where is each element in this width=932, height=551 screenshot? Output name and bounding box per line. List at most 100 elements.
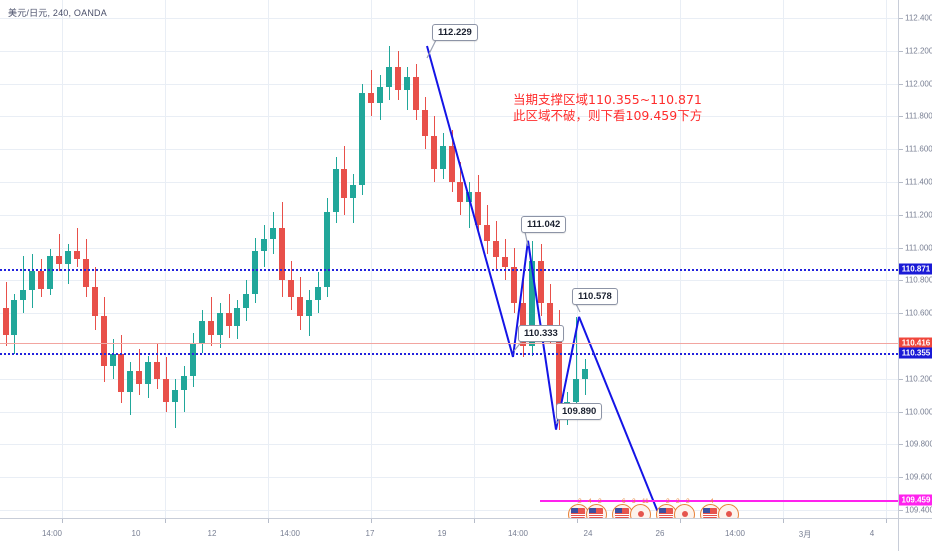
price-level-line[interactable]	[540, 500, 898, 502]
candle-body	[11, 300, 18, 335]
price-callout[interactable]: 109.890	[556, 403, 603, 420]
time-tick-label: 3月	[798, 530, 812, 539]
price-tick	[899, 444, 903, 445]
price-callout[interactable]: 110.578	[572, 288, 618, 305]
symbol-title: 美元/日元, 240, OANDA	[8, 8, 107, 18]
time-axis[interactable]: 14:00101214:00171914:00242614:003月414:00…	[0, 518, 898, 551]
time-tick-label: 26	[655, 529, 665, 538]
trendline-zigzag-up[interactable]	[512, 240, 529, 358]
candle-body	[430, 136, 437, 169]
candle-body	[314, 286, 321, 301]
trendline-main-downtrend[interactable]	[426, 45, 514, 358]
candle-body	[537, 260, 544, 304]
event-count: 2	[686, 498, 690, 505]
grid-line-horizontal	[0, 477, 898, 478]
candle-body	[136, 370, 143, 384]
callout-leader-line	[524, 231, 529, 247]
callout-leader-line	[575, 303, 581, 313]
time-tick	[371, 519, 372, 523]
price-callout[interactable]: 111.042	[521, 216, 567, 233]
grid-line-horizontal	[0, 379, 898, 380]
price-tick	[899, 18, 903, 19]
candle-wick	[371, 70, 372, 117]
flag-canton	[658, 507, 666, 513]
event-count: 2	[598, 498, 602, 505]
economic-event-badges[interactable]: 2 4 2 6 3 11 2 2 2 4	[0, 498, 898, 518]
price-tick-label: 109.600	[905, 472, 932, 482]
event-dot-icon[interactable]	[630, 503, 651, 518]
flag-graphic	[614, 507, 629, 518]
flag-graphic	[588, 507, 603, 518]
candle-body	[386, 67, 393, 87]
candle-body	[341, 168, 348, 199]
grid-line-horizontal	[0, 84, 898, 85]
time-tick-label: 10	[131, 529, 141, 538]
price-level-line[interactable]	[0, 269, 898, 271]
trendline-projection-down[interactable]	[578, 316, 660, 516]
price-tick-label: 110.200	[905, 374, 932, 384]
candle-body	[448, 145, 455, 182]
candlestick-series	[2, 46, 589, 430]
price-tick	[899, 412, 903, 413]
candle-body	[439, 145, 446, 169]
candle-wick	[175, 378, 176, 428]
price-tick	[899, 149, 903, 150]
price-tick-label: 112.200	[905, 46, 932, 56]
price-tick	[899, 248, 903, 249]
event-badge-group[interactable]: 6 3 11	[612, 498, 651, 518]
candle-wick	[353, 173, 354, 223]
candle-body	[73, 250, 80, 260]
time-tick	[886, 519, 887, 523]
annotation-line-1: 当期支撑区域110.355~110.871	[513, 92, 702, 107]
price-level-line[interactable]	[0, 353, 898, 355]
price-callout[interactable]: 112.229	[432, 24, 478, 41]
price-tick-label: 109.800	[905, 439, 932, 449]
us-flag-icon[interactable]	[586, 503, 607, 518]
price-callout[interactable]: 110.333	[518, 325, 564, 342]
price-tick	[899, 379, 903, 380]
event-count: 3	[632, 498, 636, 505]
candle-body	[359, 93, 366, 186]
price-axis[interactable]: 112.400 112.200 112.000 111.800 111.600 111.4…	[898, 0, 932, 518]
time-tick	[577, 519, 578, 523]
price-tick-label: 111.600	[905, 144, 932, 154]
grid-line-vertical	[783, 0, 784, 518]
candle-body	[127, 370, 134, 392]
candle-wick	[59, 234, 60, 271]
candle-body	[145, 362, 152, 384]
event-count: 4	[710, 498, 714, 505]
flag-stripe	[570, 515, 585, 517]
candle-wick	[68, 244, 69, 284]
candle-body	[332, 168, 339, 212]
price-tick	[899, 182, 903, 183]
time-tick	[783, 519, 784, 523]
flag-stripe	[570, 513, 585, 515]
price-level-line[interactable]	[0, 343, 898, 344]
price-level-badge[interactable]: 110.871	[899, 263, 932, 275]
time-tick	[474, 519, 475, 523]
candle-body	[64, 250, 71, 264]
candle-body	[457, 182, 464, 202]
price-tick-label: 112.000	[905, 79, 932, 89]
event-dot-icon[interactable]	[674, 503, 695, 518]
grid-line-horizontal	[0, 116, 898, 117]
price-level-badge[interactable]: 109.459	[899, 494, 932, 506]
price-tick	[899, 280, 903, 281]
grid-line-horizontal	[0, 510, 898, 511]
flag-stripe	[614, 513, 629, 515]
event-dot-icon[interactable]	[718, 503, 739, 518]
candle-body	[377, 86, 384, 104]
us-flag-icon[interactable]	[612, 503, 633, 518]
annotation-line-2: 此区域不破，则下看109.459下方	[513, 108, 703, 123]
chart-plot-area[interactable]: 112.229 111.042 110.578 110.333 109.890 美元/日…	[0, 0, 898, 518]
time-tick	[268, 519, 269, 523]
price-level-badge[interactable]: 110.416	[899, 337, 932, 349]
price-level-badge[interactable]: 110.355	[899, 347, 932, 359]
candle-body	[528, 260, 535, 346]
candle-body	[2, 308, 9, 335]
candle-body	[546, 303, 553, 330]
event-badge-group[interactable]: 4	[700, 498, 739, 518]
time-tick-label: 4	[869, 529, 875, 538]
